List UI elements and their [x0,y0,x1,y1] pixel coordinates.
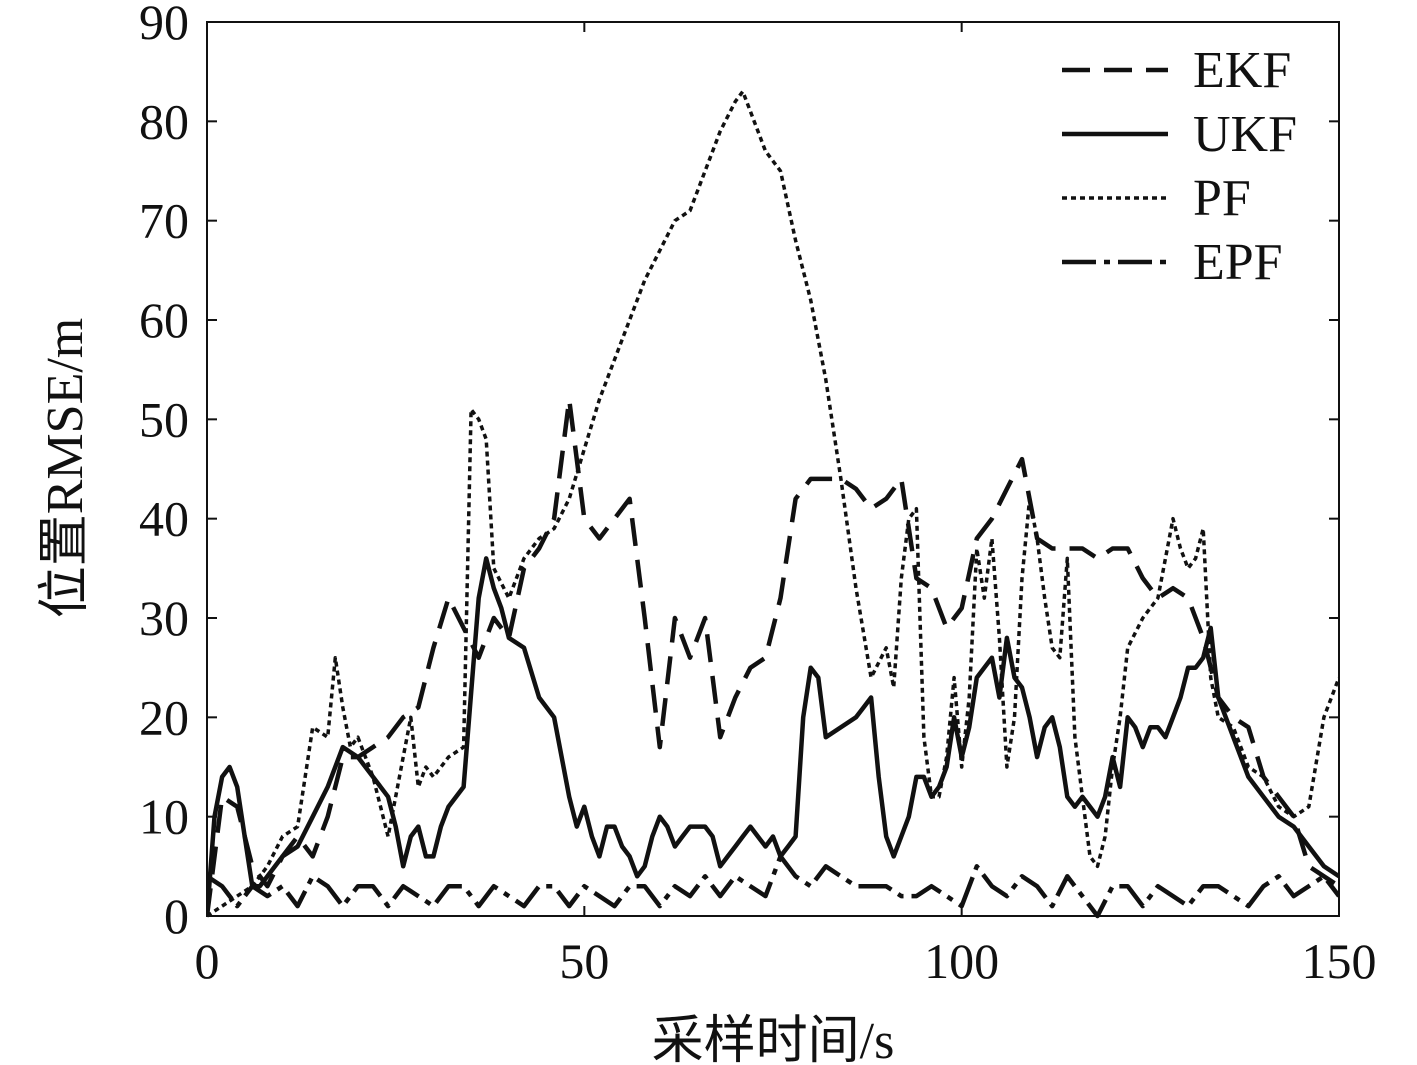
legend-label-ukf: UKF [1193,106,1297,163]
y-tick-label: 50 [139,391,189,447]
series-line-ukf [207,556,1339,917]
legend-label-epf: EPF [1193,234,1283,291]
ticks-layer: 0 10 20 30 40 50 60 70 80 90 0 50 100 150 [139,0,1377,989]
plot-frame [206,21,1340,917]
x-tick-label: 100 [924,933,999,989]
legend-label-pf: PF [1193,170,1251,227]
series-layer [207,89,1339,919]
y-tick-label: 10 [139,789,189,845]
y-tick-label: 70 [139,193,189,249]
legend: EKF UKF PF EPF [1062,42,1297,291]
series-line-pf [207,89,1339,918]
y-tick-label: 60 [139,292,189,348]
y-tick-label: 80 [139,93,189,149]
y-tick-label: 40 [139,491,189,547]
legend-label-ekf: EKF [1193,42,1291,99]
series-line-ekf [207,397,1339,917]
y-tick-label: 90 [139,0,189,50]
axes-layer [206,21,1340,917]
y-tick-label: 30 [139,590,189,646]
x-tick-label: 50 [559,933,609,989]
y-tick-label: 0 [164,888,189,944]
y-axis-title: 位置RMSE/m [37,318,94,619]
series-line-epf [207,854,1339,919]
x-axis-title: 采样时间/s [652,1013,895,1065]
x-tick-label: 150 [1302,933,1377,989]
x-tick-label: 0 [195,933,220,989]
y-tick-label: 20 [139,689,189,745]
